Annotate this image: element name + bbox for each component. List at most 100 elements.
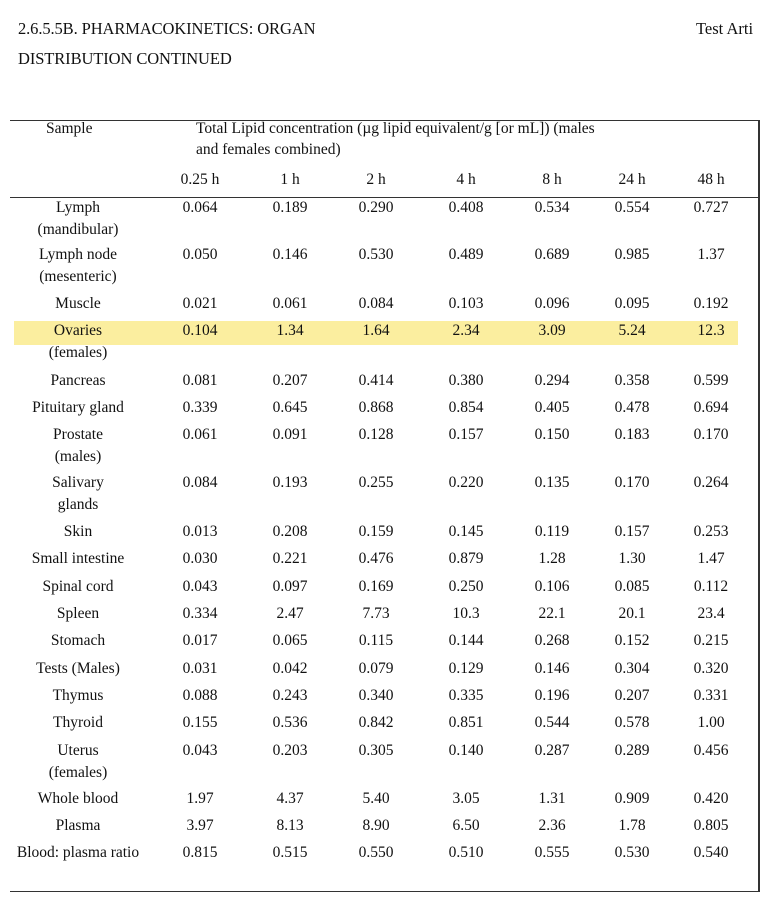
timepoint-header: 0.25 h: [180, 171, 220, 188]
table-cell: 0.555: [534, 844, 570, 861]
table-cell: 0.478: [614, 399, 650, 416]
sample-name: Salivary: [52, 474, 104, 491]
table-cell: 0.192: [693, 295, 729, 312]
table-cell: 0.340: [358, 687, 394, 704]
sample-name: Small intestine: [31, 550, 125, 567]
table-cell: 0.030: [182, 550, 218, 567]
table-cell: 0.146: [534, 660, 570, 677]
table-cell: 12.3: [697, 322, 725, 339]
table-cell: 0.868: [358, 399, 394, 416]
sample-name: Stomach: [50, 632, 106, 649]
table-cell: 0.289: [614, 742, 650, 759]
table-cell: 0.250: [448, 578, 484, 595]
table-cell: 2.47: [276, 605, 304, 622]
table-cell: 0.103: [448, 295, 484, 312]
table-cell: 0.104: [182, 322, 218, 339]
table-cell: 3.09: [538, 322, 566, 339]
table-cell: 0.255: [358, 474, 394, 491]
table-cell: 0.084: [182, 474, 218, 491]
table-cell: 6.50: [452, 817, 480, 834]
table-cell: 0.129: [448, 660, 484, 677]
table-bottom-rule: [10, 891, 760, 892]
table-cell: 0.530: [358, 246, 394, 263]
table-cell: 0.096: [534, 295, 570, 312]
table-cell: 0.183: [614, 426, 650, 443]
table-cell: 5.40: [362, 790, 390, 807]
table-cell: 0.985: [614, 246, 650, 263]
table-cell: 0.208: [272, 523, 308, 540]
table-cell: 0.645: [272, 399, 308, 416]
table-cell: 0.305: [358, 742, 394, 759]
table-cell: 1.28: [538, 550, 566, 567]
table-cell: 0.335: [448, 687, 484, 704]
table-cell: 0.380: [448, 372, 484, 389]
table-cell: 0.043: [182, 578, 218, 595]
sample-name: Lymph: [56, 199, 100, 216]
table-cell: 0.854: [448, 399, 484, 416]
sample-name: Spleen: [56, 605, 100, 622]
table-cell: 0.294: [534, 372, 570, 389]
table-cell: 0.331: [693, 687, 729, 704]
sample-name: Thymus: [52, 687, 104, 704]
sample-name: Skin: [63, 523, 93, 540]
section-heading: 2.6.5.5B. PHARMACOKINETICS: ORGAN DISTRI…: [18, 14, 315, 74]
table-cell: 0.064: [182, 199, 218, 216]
table-cell: 0.135: [534, 474, 570, 491]
table-cell: 0.264: [693, 474, 729, 491]
table-cell: 0.065: [272, 632, 308, 649]
table-cell: 0.207: [614, 687, 650, 704]
table-cell: 0.095: [614, 295, 650, 312]
sample-name: Ovaries: [53, 322, 103, 339]
table-cell: 0.536: [272, 714, 308, 731]
table-cell: 0.079: [358, 660, 394, 677]
table-cell: 0.534: [534, 199, 570, 216]
sample-name: Whole blood: [37, 790, 119, 807]
table-cell: 0.476: [358, 550, 394, 567]
timepoint-header: 8 h: [542, 171, 562, 188]
sample-name: (females): [48, 764, 108, 781]
table-cell: 0.694: [693, 399, 729, 416]
table-cell: 2.34: [452, 322, 480, 339]
table-cell: 0.489: [448, 246, 484, 263]
table-cell: 0.510: [448, 844, 484, 861]
table-cell: 0.097: [272, 578, 308, 595]
table-cell: 0.408: [448, 199, 484, 216]
sample-name: Muscle: [55, 295, 101, 312]
table-cell: 0.578: [614, 714, 650, 731]
table-cell: 0.243: [272, 687, 308, 704]
table-cell: 1.78: [618, 817, 646, 834]
table-cell: 0.091: [272, 426, 308, 443]
sample-name: (males): [54, 448, 102, 465]
table-cell: 0.599: [693, 372, 729, 389]
timepoint-header: 48 h: [697, 171, 725, 188]
table-cell: 0.420: [693, 790, 729, 807]
table-cell: 1.97: [186, 790, 214, 807]
table-cell: 0.554: [614, 199, 650, 216]
table-cell: 0.530: [614, 844, 650, 861]
table-right-border: [758, 120, 760, 892]
table-cell: 23.4: [697, 605, 725, 622]
table-cell: 0.170: [693, 426, 729, 443]
sample-name: Tests (Males): [36, 660, 120, 677]
table-cell: 0.050: [182, 246, 218, 263]
sample-name: Thyroid: [53, 714, 103, 731]
table-cell: 1.47: [697, 550, 725, 567]
table-cell: 1.37: [697, 246, 725, 263]
table-cell: 2.36: [538, 817, 566, 834]
table-cell: 0.042: [272, 660, 308, 677]
table-cell: 0.287: [534, 742, 570, 759]
sample-name: Plasma: [55, 817, 101, 834]
table-cell: 0.405: [534, 399, 570, 416]
test-article-label: Test Arti: [696, 19, 754, 38]
sample-name: Blood: plasma ratio: [16, 844, 140, 861]
table-cell: 0.128: [358, 426, 394, 443]
table-cell: 0.727: [693, 199, 729, 216]
table-cell: 0.106: [534, 578, 570, 595]
table-cell: 0.220: [448, 474, 484, 491]
sample-name: Prostate: [53, 426, 103, 443]
table-cell: 7.73: [362, 605, 390, 622]
table-cell: 20.1: [618, 605, 646, 622]
sample-name: Spinal cord: [42, 578, 114, 595]
table-cell: 0.879: [448, 550, 484, 567]
table-cell: 0.146: [272, 246, 308, 263]
